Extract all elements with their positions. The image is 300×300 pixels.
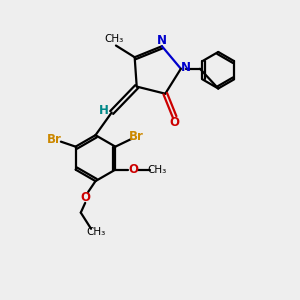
Text: O: O bbox=[80, 191, 90, 204]
Text: Br: Br bbox=[47, 133, 62, 146]
Text: N: N bbox=[157, 34, 167, 47]
Text: O: O bbox=[128, 163, 138, 176]
Text: Br: Br bbox=[129, 130, 144, 143]
Text: H: H bbox=[98, 103, 108, 117]
Text: CH₃: CH₃ bbox=[87, 227, 106, 237]
Text: N: N bbox=[181, 61, 191, 74]
Text: CH₃: CH₃ bbox=[147, 165, 166, 175]
Text: O: O bbox=[169, 116, 180, 129]
Text: CH₃: CH₃ bbox=[105, 34, 124, 44]
